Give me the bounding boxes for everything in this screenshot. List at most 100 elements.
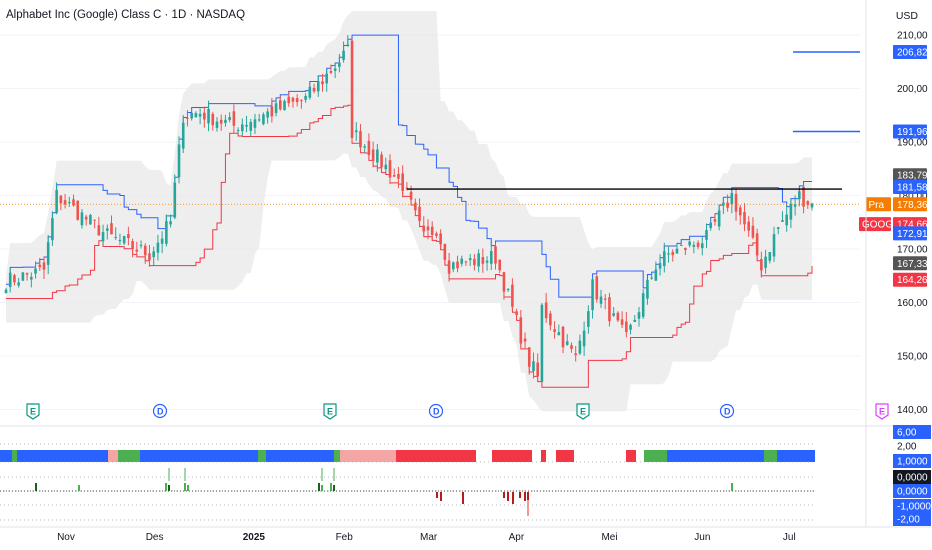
price-tag-value: 183,79 — [897, 171, 928, 182]
price-tag-value: 164,26 — [897, 275, 928, 286]
candle-body — [329, 71, 333, 73]
candle-body — [34, 268, 37, 274]
oscillator-strip-segment — [644, 450, 667, 462]
price-tick-label: 180,00 — [897, 191, 928, 202]
candle-body — [688, 241, 691, 246]
oscillator-strip-segment — [0, 450, 12, 462]
candle-body — [414, 202, 417, 211]
candle-body — [776, 227, 780, 229]
candle-body — [198, 113, 202, 117]
candle-body — [789, 203, 793, 220]
candle-body — [502, 272, 506, 292]
candle-body — [308, 86, 312, 98]
candle-body — [139, 244, 143, 246]
candle-body — [325, 73, 329, 84]
candle-body — [511, 284, 514, 307]
candle-body — [177, 144, 181, 178]
oscillator-strip-segment — [541, 450, 546, 462]
oscillator-axis-label: 6,00 — [897, 428, 917, 439]
time-axis-label: Des — [146, 532, 164, 543]
chart-title: Alphabet Inc (Google) Class C · 1D · NAS… — [6, 9, 246, 21]
oscillator-strip-segment — [556, 450, 574, 462]
candle-body — [169, 221, 172, 225]
candle-body — [696, 242, 700, 248]
candle-body — [726, 202, 729, 208]
oscillator-bar-positive — [78, 485, 80, 491]
candle-body — [532, 361, 535, 372]
currency-label[interactable]: USD — [895, 10, 918, 22]
oscillator-strip-segment — [108, 450, 118, 462]
candle-body — [342, 50, 345, 60]
oscillator-tag — [893, 470, 931, 484]
earnings-marker — [576, 403, 590, 420]
oscillator-strip-segment — [266, 450, 334, 462]
candle-body — [684, 248, 687, 251]
candle-body — [376, 149, 379, 163]
candle-body — [570, 345, 573, 349]
candle-body — [257, 119, 261, 121]
candle-body — [633, 319, 637, 322]
candle-body — [300, 100, 303, 102]
candle-body — [333, 68, 337, 71]
marker-letter: D — [157, 407, 164, 417]
candle-body — [17, 282, 20, 286]
price-tag — [893, 180, 927, 195]
candle-body — [798, 191, 801, 200]
candle-body — [287, 96, 291, 104]
candle-body — [270, 106, 274, 117]
candle-body — [439, 233, 442, 245]
price-tag-value: 178,36 — [897, 200, 928, 211]
candle-body — [114, 236, 118, 238]
candle-body — [215, 121, 219, 128]
candle-body — [4, 289, 8, 294]
candle-body — [658, 263, 662, 269]
candle-body — [21, 272, 25, 281]
candle-body — [181, 122, 185, 149]
candle-body — [228, 117, 231, 121]
candle-body — [764, 256, 767, 268]
candle-body — [713, 219, 717, 222]
oscillator-strip-segment — [140, 450, 258, 462]
candle-body — [72, 199, 75, 206]
candle-body — [30, 276, 33, 280]
candle-body — [278, 100, 282, 110]
oscillator-tag — [893, 484, 931, 498]
candle-body — [190, 112, 193, 119]
candle-body — [354, 130, 358, 133]
candle-body — [772, 234, 776, 257]
oscillator-axis-label: 0,0000 — [897, 487, 928, 498]
oscillator-bar-negative — [436, 492, 438, 498]
oscillator-tag — [893, 499, 931, 513]
price-tag-value: 181,58 — [897, 183, 928, 194]
candle-body — [51, 218, 54, 241]
candle-body — [802, 186, 805, 207]
candle-body — [401, 173, 404, 192]
candle-body — [160, 238, 164, 244]
earnings-marker — [875, 403, 889, 420]
marker-letter: E — [327, 407, 333, 417]
candle-body — [599, 296, 603, 304]
candle-body — [464, 261, 468, 263]
candle-body — [751, 225, 755, 238]
candle-body — [304, 95, 307, 100]
candle-body — [646, 279, 649, 299]
oscillator-bar-negative — [524, 492, 526, 501]
candle-body — [350, 40, 354, 138]
candle-body — [76, 200, 80, 220]
candle-body — [620, 319, 624, 325]
candle-body — [637, 312, 641, 319]
candle-body — [591, 279, 594, 311]
candle-body — [540, 304, 544, 382]
candle-body — [224, 119, 227, 123]
oscillator-strip-segment — [334, 450, 340, 462]
upper-band-line — [6, 34, 812, 298]
time-axis-label: Nov — [57, 532, 75, 543]
oscillator-strip-segment — [492, 450, 532, 462]
oscillator-bar-negative — [440, 492, 442, 501]
candle-body — [549, 313, 552, 326]
candle-body — [561, 326, 565, 348]
candle-body — [489, 251, 493, 264]
candle-body — [46, 242, 50, 265]
candle-body — [63, 200, 67, 205]
